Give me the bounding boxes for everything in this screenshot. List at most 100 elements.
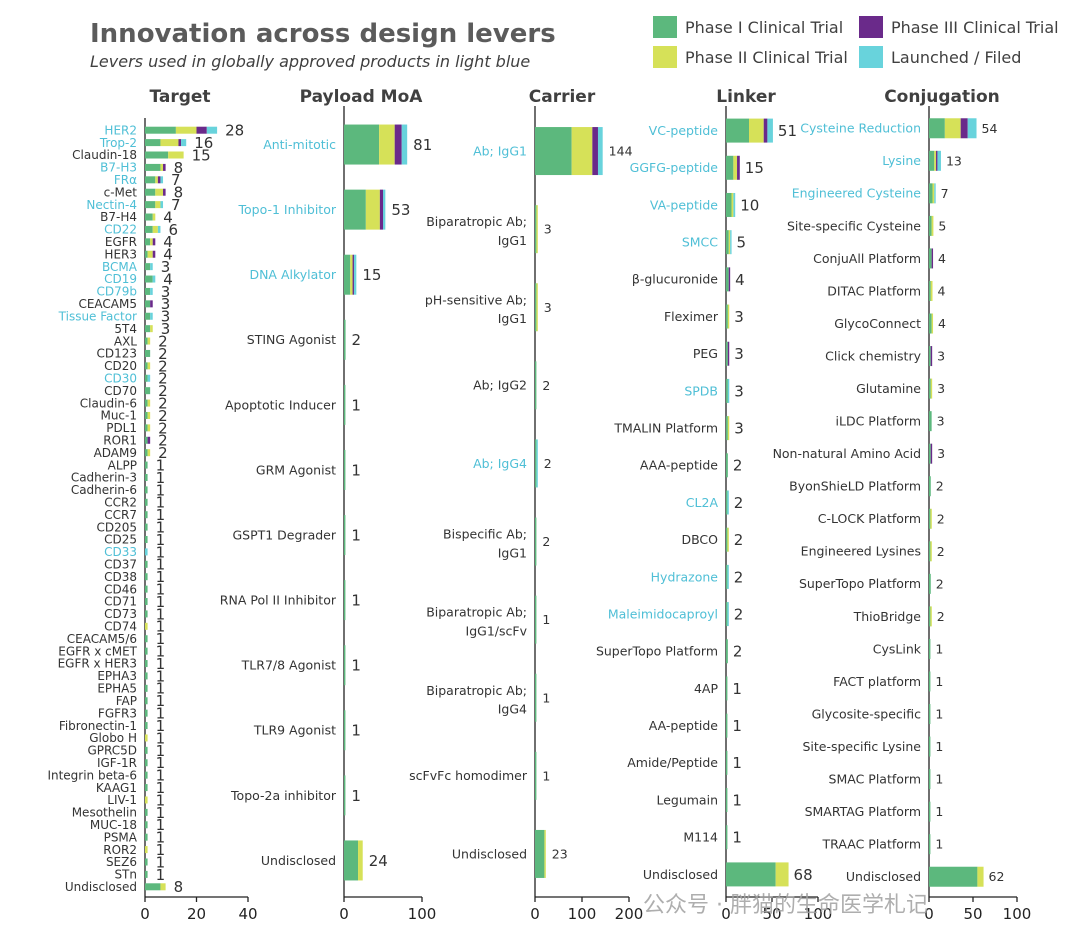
panel-title: Carrier [529, 87, 596, 107]
category-label: Site-specific Cysteine [787, 218, 921, 233]
bar-row: GlycoConnect 4 [834, 313, 946, 334]
bar-row: CD74 1 [104, 618, 165, 636]
bar-row: AA-peptide 1 [649, 713, 742, 738]
bar-segment [929, 573, 931, 594]
bar-total-label: 2 [733, 457, 743, 475]
bar-segment [152, 238, 156, 246]
panel-title: Conjugation [884, 87, 1000, 107]
bar-segment [145, 349, 151, 357]
category-label: Cysteine Reduction [800, 121, 921, 136]
bar-total-label: 4 [163, 208, 173, 226]
bar-segment [726, 676, 728, 701]
bar-total-label: 1 [156, 568, 166, 586]
bar-total-label: 2 [734, 494, 744, 512]
bar-row: Claudin-18 15 [72, 146, 211, 164]
bar-segment [733, 155, 738, 180]
bar-segment [145, 126, 176, 134]
bar-row: Undisclosed 62 [846, 866, 1004, 887]
bar-total-label: 23 [552, 846, 568, 861]
category-label: FGFR3 [98, 706, 137, 720]
bar-segment [145, 833, 148, 841]
category-label: ThioBridge [853, 609, 922, 624]
bar-row: Globo H 1 [89, 729, 165, 747]
bar-segment [150, 287, 153, 295]
bar-segment [344, 384, 346, 425]
legend: Phase I Clinical Trial Phase III Clinica… [653, 16, 1059, 68]
bar-segment [535, 127, 572, 176]
bar-segment [929, 183, 933, 204]
bar-total-label: 3 [937, 414, 945, 429]
watermark-text: 公众号 · 胖猫的生命医学札记 [643, 893, 928, 918]
bar-segment [160, 883, 166, 891]
bar-segment [157, 225, 161, 233]
bar-total-label: 51 [778, 122, 797, 140]
bar-segment [394, 124, 402, 165]
category-label: Engineered Lysines [801, 544, 921, 559]
bar-total-label: 7 [941, 186, 949, 201]
bar-row: TLR9 Agonist 1 [253, 710, 361, 751]
category-label: PDL1 [106, 421, 137, 435]
bar-row: CysLink 1 [873, 638, 943, 659]
bar-segment [145, 486, 148, 494]
bar-row: Cadherin-6 1 [71, 481, 165, 499]
bar-segment [145, 548, 148, 556]
bar-row: CCR7 1 [104, 506, 165, 524]
category-label: RNA Pol II Inhibitor [220, 593, 337, 608]
bar-segment [728, 230, 731, 255]
bar-total-label: 8 [174, 184, 184, 202]
bar-segment [726, 602, 728, 627]
bar-row: CD70 2 [104, 382, 168, 400]
category-label: Topo-1 Inhibitor [237, 202, 336, 217]
x-tick-label: 50 [963, 905, 982, 923]
bar-segment [145, 722, 148, 730]
bar-row: Ab; IgG4 2 [473, 439, 552, 488]
bar-segment [931, 313, 934, 334]
x-tick-label: 40 [238, 905, 257, 923]
category-label: SuperTopo Platform [799, 576, 921, 591]
bar-segment [726, 155, 734, 180]
bar-total-label: 2 [158, 419, 168, 437]
bar-segment [145, 163, 161, 171]
bar-total-label: 1 [156, 729, 166, 747]
bar-row: VA-peptide 10 [650, 192, 759, 217]
bar-total-label: 5 [938, 218, 946, 233]
category-label: CD73 [104, 607, 137, 621]
bar-total-label: 4 [735, 271, 745, 289]
x-tick-label: 100 [568, 905, 597, 923]
bar-segment [147, 374, 151, 382]
category-label: β-glucuronide [632, 272, 718, 287]
bar-total-label: 1 [156, 841, 166, 859]
bar-row: AXL 2 [114, 332, 168, 350]
category-label: Undisclosed [643, 867, 718, 882]
bar-row: CD20 2 [104, 357, 168, 375]
category-label: CD71 [104, 595, 137, 609]
bar-segment [155, 176, 158, 184]
bar-total-label: 1 [156, 829, 166, 847]
category-label: Fleximer [664, 309, 719, 324]
bar-segment [145, 523, 148, 531]
legend-swatch-phase1 [653, 16, 677, 38]
bar-total-label: 1 [156, 630, 166, 648]
category-label: AAA-peptide [640, 458, 718, 473]
bar-segment [145, 263, 151, 271]
bar-segment [977, 866, 984, 887]
category-label: B7-H3 [100, 161, 137, 175]
bar-total-label: 28 [225, 122, 244, 140]
bar-segment [726, 378, 728, 403]
category-label: ROR1 [103, 433, 137, 447]
bar-row: ROR1 2 [103, 432, 167, 450]
category-label: CCR7 [104, 508, 137, 522]
bar-total-label: 1 [156, 742, 166, 760]
bar-total-label: 4 [163, 233, 173, 251]
category-label: CD20 [104, 359, 137, 373]
bar-row: ROR2 1 [103, 841, 165, 859]
bar-total-label: 3 [734, 420, 744, 438]
bar-total-label: 81 [413, 136, 432, 154]
bar-row: Mesothelin 1 [72, 804, 165, 822]
bar-segment [145, 771, 148, 779]
bar-total-label: 1 [935, 641, 943, 656]
bar-row: Site-specific Cysteine 5 [787, 215, 946, 236]
bar-segment [352, 254, 354, 295]
bar-segment [160, 163, 164, 171]
